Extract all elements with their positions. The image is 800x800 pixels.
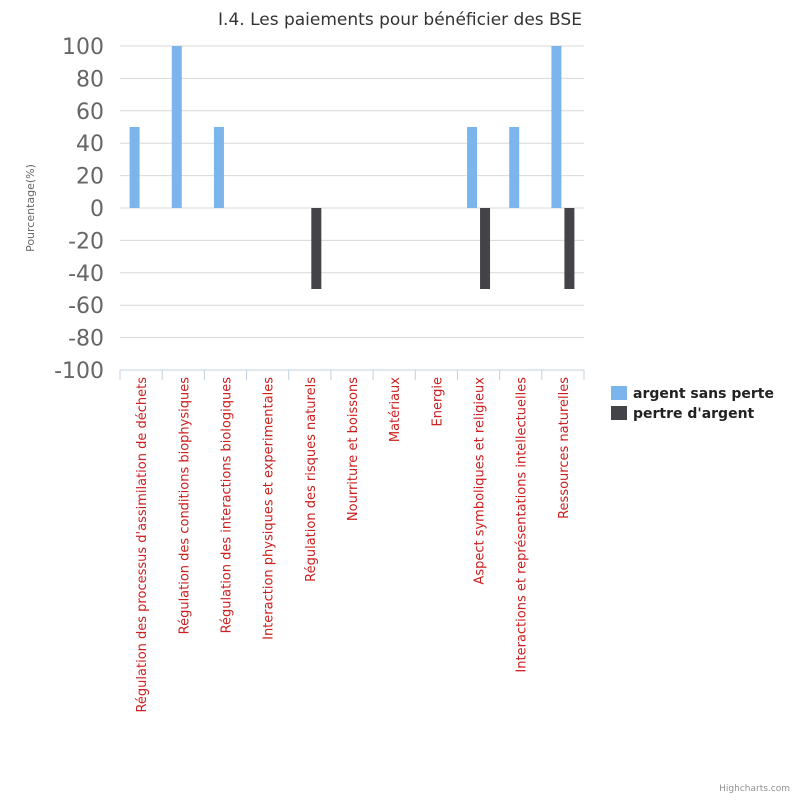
y-tick-label: -40 xyxy=(68,262,104,287)
bar[interactable] xyxy=(480,208,491,289)
legend-swatch xyxy=(611,386,627,400)
y-tick-label: 20 xyxy=(76,165,104,190)
x-tick-label: Interactions et représentations intellec… xyxy=(515,377,530,673)
credits-link[interactable]: Highcharts.com xyxy=(719,784,790,794)
y-tick-label: 0 xyxy=(90,197,104,222)
x-tick-label: Energie xyxy=(430,377,445,426)
bar[interactable] xyxy=(129,127,140,208)
x-tick-label: Ressources naturelles xyxy=(557,377,572,519)
x-tick-label: Nourriture et boissons xyxy=(346,377,361,521)
y-tick-label: 80 xyxy=(76,67,104,92)
legend-label: argent sans perte xyxy=(633,386,774,402)
bar[interactable] xyxy=(171,46,182,208)
x-tick-label: Interaction physiques et experimentales xyxy=(262,377,277,640)
legend-item[interactable]: pertre d'argent xyxy=(611,406,755,422)
y-tick-label: -60 xyxy=(68,294,104,319)
bars xyxy=(129,46,575,289)
x-axis-labels: Régulation des processus d'assimilation … xyxy=(135,377,572,713)
y-tick-label: 40 xyxy=(76,132,104,157)
legend-swatch xyxy=(611,406,627,420)
bar[interactable] xyxy=(564,208,575,289)
chart-title: I.4. Les paiements pour bénéficier des B… xyxy=(218,10,582,30)
y-tick-label: 100 xyxy=(62,35,104,60)
x-tick-label: Aspect symboliques et religieux xyxy=(473,377,488,585)
x-tick-label: Régulation des conditions biophysiques xyxy=(177,377,192,635)
legend-item[interactable]: argent sans perte xyxy=(611,386,774,402)
bar[interactable] xyxy=(551,46,562,208)
bar[interactable] xyxy=(509,127,520,208)
legend[interactable]: argent sans perte pertre d'argent xyxy=(611,386,774,422)
y-tick-label: 60 xyxy=(76,100,104,125)
bar[interactable] xyxy=(213,127,224,208)
bar[interactable] xyxy=(311,208,322,289)
x-tick-label: Régulation des processus d'assimilation … xyxy=(135,377,150,713)
x-tick-label: Régulation des risques naturels xyxy=(304,377,319,582)
legend-label: pertre d'argent xyxy=(633,406,755,422)
x-tick-label: Régulation des interactions biologiques xyxy=(219,377,234,634)
y-tick-label: -80 xyxy=(68,327,104,352)
x-tick-label: Matériaux xyxy=(388,377,403,442)
y-axis-label: Pourcentage(%) xyxy=(24,164,37,252)
x-axis xyxy=(119,369,585,380)
y-axis-ticks: 100 80 60 40 20 0 -20 -40 -60 -80 -100 xyxy=(54,35,104,384)
y-tick-label: -20 xyxy=(68,229,104,254)
bar[interactable] xyxy=(467,127,478,208)
y-tick-label: -100 xyxy=(54,359,104,384)
